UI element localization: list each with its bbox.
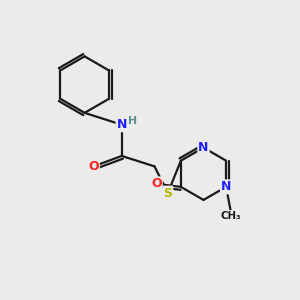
Text: S: S xyxy=(163,187,172,200)
Text: O: O xyxy=(151,177,162,190)
Text: CH₃: CH₃ xyxy=(220,211,241,220)
Text: N: N xyxy=(221,180,231,194)
Text: N: N xyxy=(198,141,209,154)
Text: O: O xyxy=(88,160,99,173)
Text: H: H xyxy=(128,116,138,126)
Text: N: N xyxy=(117,118,127,131)
